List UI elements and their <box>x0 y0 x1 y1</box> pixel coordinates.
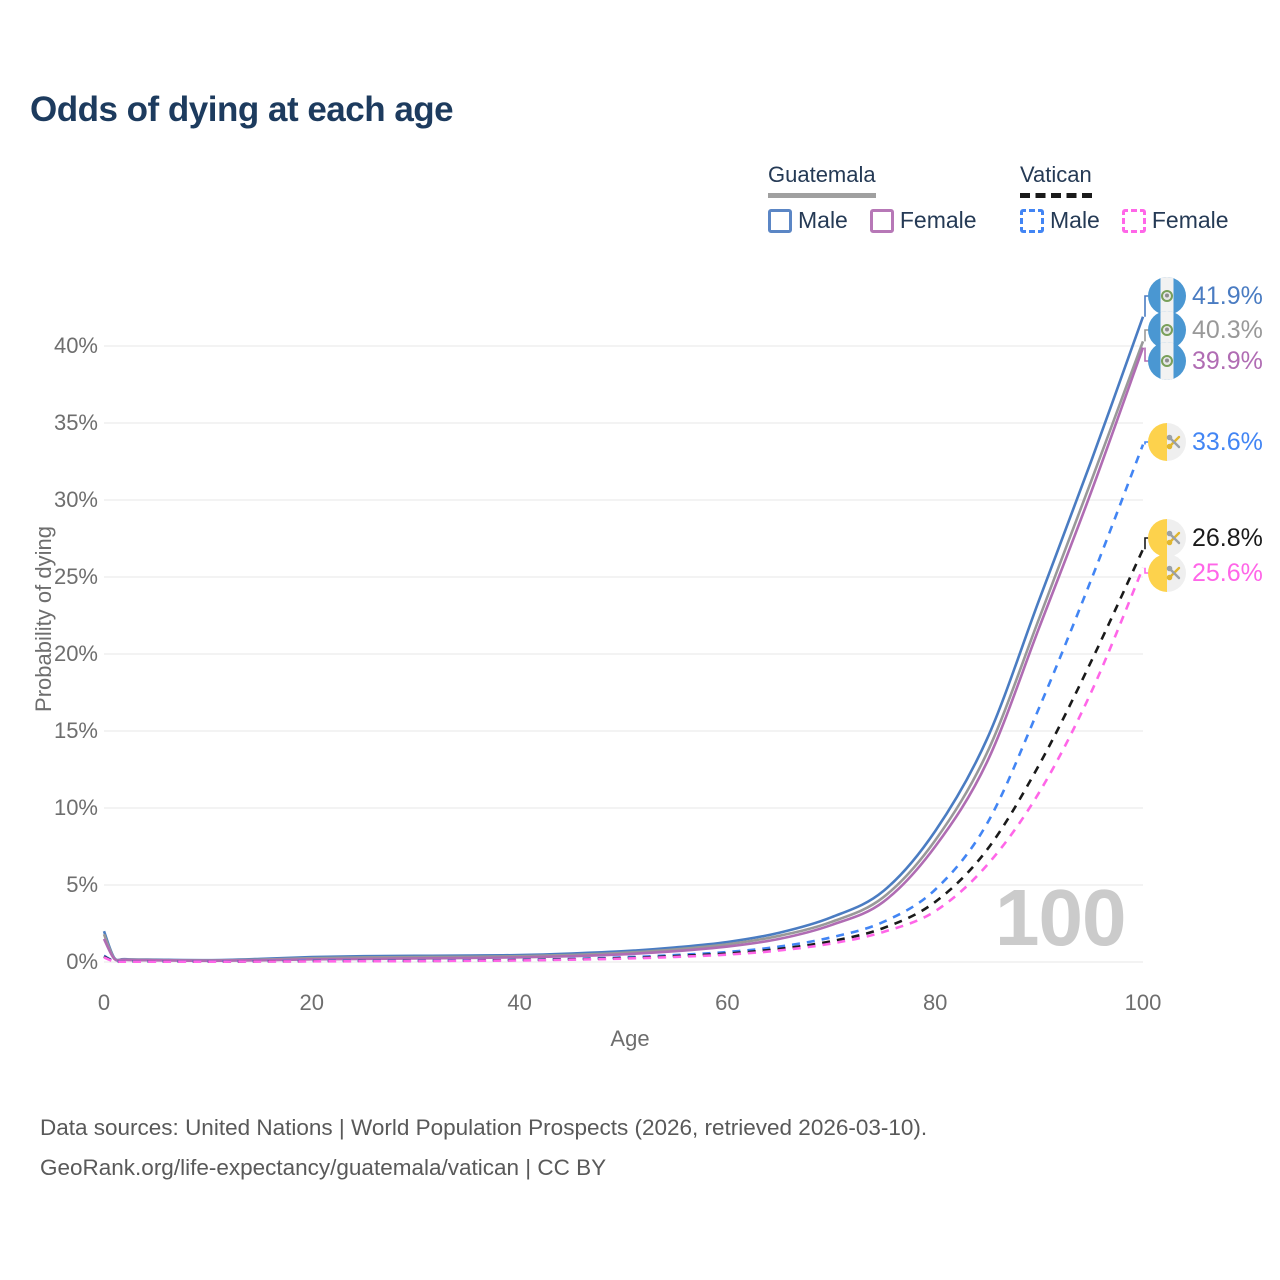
series-line-guatemala-male <box>102 316 1145 962</box>
x-tick-label: 20 <box>299 990 325 1015</box>
series-line-vatican <box>103 548 1145 963</box>
end-label-vatican: 26.8% <box>1148 519 1263 557</box>
end-label-value: 39.9% <box>1192 346 1263 375</box>
data-source-footer: Data sources: United Nations | World Pop… <box>40 1108 927 1188</box>
vatican-male-label[interactable]: Male <box>1050 207 1100 233</box>
hover-age-watermark: 100 <box>995 873 1126 962</box>
end-label-guatemala-male: 41.9% <box>1148 277 1263 315</box>
y-axis-title: Probability of dying <box>31 526 56 712</box>
x-tick-label: 80 <box>922 990 948 1015</box>
guatemala-female-label[interactable]: Female <box>899 207 977 233</box>
x-tick-label: 100 <box>1124 990 1162 1015</box>
end-label-vatican-male: 33.6% <box>1148 423 1263 461</box>
end-label-value: 41.9% <box>1192 281 1263 310</box>
y-tick-label: 20% <box>53 641 98 666</box>
y-tick-label: 35% <box>53 410 98 435</box>
legend-group-vatican: Vatican Male Female <box>1020 162 1251 234</box>
series-line-guatemala <box>102 340 1145 962</box>
vatican-flag-icon <box>1148 519 1186 557</box>
legend-group-title-guatemala[interactable]: Guatemala <box>768 162 876 198</box>
vatican-flag-icon <box>1148 554 1186 592</box>
y-tick-label: 10% <box>53 795 98 820</box>
end-label-value: 25.6% <box>1192 558 1263 587</box>
end-label-guatemala: 40.3% <box>1148 311 1263 349</box>
guatemala-flag-icon <box>1148 342 1186 380</box>
y-tick-label: 40% <box>53 333 98 358</box>
guatemala-flag-icon <box>1148 311 1186 349</box>
x-tick-label: 40 <box>507 990 532 1015</box>
vatican-female-label[interactable]: Female <box>1151 207 1229 233</box>
footer-url-line: GeoRank.org/life-expectancy/guatemala/va… <box>40 1155 607 1180</box>
page-title: Odds of dying at each age <box>30 90 454 129</box>
end-label-vatican-female: 25.6% <box>1148 554 1263 592</box>
end-label-value: 26.8% <box>1192 523 1263 552</box>
vatican-female-checkbox[interactable] <box>1121 208 1146 233</box>
guatemala-male-checkbox[interactable] <box>768 208 792 233</box>
vatican-male-checkbox[interactable] <box>1020 208 1044 233</box>
series-line-vatican-male <box>103 444 1145 963</box>
guatemala-female-checkbox[interactable] <box>869 208 894 233</box>
x-tick-label: 60 <box>715 990 740 1015</box>
vatican-flag-icon <box>1148 423 1186 461</box>
guatemala-male-label[interactable]: Male <box>798 207 848 233</box>
guatemala-flag-icon <box>1148 277 1186 315</box>
end-label-value: 40.3% <box>1192 315 1263 344</box>
legend-group-guatemala: Guatemala Male Female <box>768 162 999 234</box>
x-tick-label: 0 <box>97 990 111 1015</box>
legend-group-title-vatican[interactable]: Vatican <box>1020 162 1092 198</box>
y-tick-label: 0% <box>66 949 98 974</box>
end-label-value: 33.6% <box>1192 427 1263 456</box>
y-tick-label: 25% <box>53 564 98 589</box>
footer-sources-line: Data sources: United Nations | World Pop… <box>40 1115 928 1140</box>
y-tick-label: 30% <box>53 487 98 512</box>
end-label-guatemala-female: 39.9% <box>1148 342 1263 380</box>
y-tick-label: 5% <box>66 872 98 897</box>
y-tick-label: 15% <box>53 718 98 743</box>
x-axis-title: Age <box>610 1026 650 1051</box>
